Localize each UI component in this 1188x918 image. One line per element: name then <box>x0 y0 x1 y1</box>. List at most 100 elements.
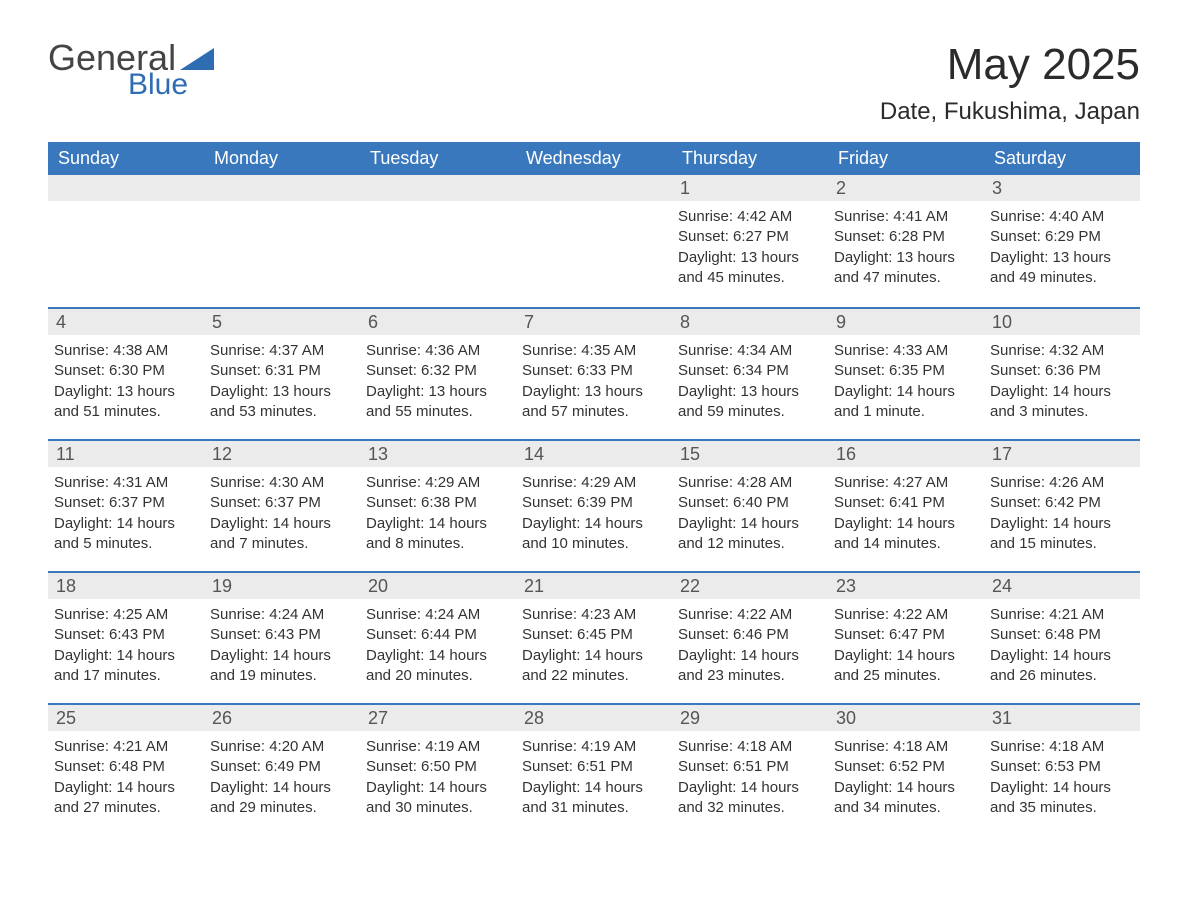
daylight-text: Daylight: 14 hours and 5 minutes. <box>54 514 196 555</box>
day-number: 13 <box>360 441 516 467</box>
daylight-text: Daylight: 14 hours and 17 minutes. <box>54 646 196 687</box>
day-number: 1 <box>672 175 828 201</box>
day-number: 24 <box>984 573 1140 599</box>
sunrise-text: Sunrise: 4:33 AM <box>834 341 976 361</box>
calendar-day: 1Sunrise: 4:42 AMSunset: 6:27 PMDaylight… <box>672 175 828 307</box>
calendar-week: 1Sunrise: 4:42 AMSunset: 6:27 PMDaylight… <box>48 175 1140 307</box>
calendar-day: 5Sunrise: 4:37 AMSunset: 6:31 PMDaylight… <box>204 309 360 439</box>
day-details: Sunrise: 4:24 AMSunset: 6:44 PMDaylight:… <box>360 599 516 690</box>
daylight-text: Daylight: 14 hours and 32 minutes. <box>678 778 820 819</box>
dow-sunday: Sunday <box>48 142 204 175</box>
sunset-text: Sunset: 6:35 PM <box>834 361 976 381</box>
day-number: 12 <box>204 441 360 467</box>
day-number: 6 <box>360 309 516 335</box>
calendar-day: 27Sunrise: 4:19 AMSunset: 6:50 PMDayligh… <box>360 705 516 835</box>
sunrise-text: Sunrise: 4:38 AM <box>54 341 196 361</box>
day-number <box>48 175 204 201</box>
calendar-day: 25Sunrise: 4:21 AMSunset: 6:48 PMDayligh… <box>48 705 204 835</box>
day-details <box>48 201 204 291</box>
sunset-text: Sunset: 6:45 PM <box>522 625 664 645</box>
sunrise-text: Sunrise: 4:29 AM <box>522 473 664 493</box>
calendar-day: 10Sunrise: 4:32 AMSunset: 6:36 PMDayligh… <box>984 309 1140 439</box>
daylight-text: Daylight: 14 hours and 25 minutes. <box>834 646 976 687</box>
calendar-week: 18Sunrise: 4:25 AMSunset: 6:43 PMDayligh… <box>48 571 1140 703</box>
day-number <box>204 175 360 201</box>
sunset-text: Sunset: 6:36 PM <box>990 361 1132 381</box>
daylight-text: Daylight: 14 hours and 20 minutes. <box>366 646 508 687</box>
sunrise-text: Sunrise: 4:24 AM <box>210 605 352 625</box>
calendar-day: 3Sunrise: 4:40 AMSunset: 6:29 PMDaylight… <box>984 175 1140 307</box>
sunrise-text: Sunrise: 4:27 AM <box>834 473 976 493</box>
daylight-text: Daylight: 13 hours and 49 minutes. <box>990 248 1132 289</box>
sunset-text: Sunset: 6:37 PM <box>54 493 196 513</box>
day-number: 26 <box>204 705 360 731</box>
sunset-text: Sunset: 6:53 PM <box>990 757 1132 777</box>
day-details: Sunrise: 4:22 AMSunset: 6:47 PMDaylight:… <box>828 599 984 690</box>
day-details: Sunrise: 4:18 AMSunset: 6:53 PMDaylight:… <box>984 731 1140 822</box>
day-details <box>204 201 360 291</box>
sunset-text: Sunset: 6:27 PM <box>678 227 820 247</box>
brand-logo: General Blue <box>48 40 214 100</box>
day-details: Sunrise: 4:19 AMSunset: 6:50 PMDaylight:… <box>360 731 516 822</box>
dow-saturday: Saturday <box>984 142 1140 175</box>
day-details: Sunrise: 4:22 AMSunset: 6:46 PMDaylight:… <box>672 599 828 690</box>
calendar-week: 11Sunrise: 4:31 AMSunset: 6:37 PMDayligh… <box>48 439 1140 571</box>
daylight-text: Daylight: 14 hours and 22 minutes. <box>522 646 664 687</box>
sunset-text: Sunset: 6:39 PM <box>522 493 664 513</box>
calendar-day: 24Sunrise: 4:21 AMSunset: 6:48 PMDayligh… <box>984 573 1140 703</box>
day-details: Sunrise: 4:38 AMSunset: 6:30 PMDaylight:… <box>48 335 204 426</box>
daylight-text: Daylight: 14 hours and 34 minutes. <box>834 778 976 819</box>
day-details: Sunrise: 4:26 AMSunset: 6:42 PMDaylight:… <box>984 467 1140 558</box>
day-details: Sunrise: 4:33 AMSunset: 6:35 PMDaylight:… <box>828 335 984 426</box>
sunset-text: Sunset: 6:29 PM <box>990 227 1132 247</box>
day-details <box>516 201 672 291</box>
sunrise-text: Sunrise: 4:36 AM <box>366 341 508 361</box>
day-details: Sunrise: 4:27 AMSunset: 6:41 PMDaylight:… <box>828 467 984 558</box>
day-details: Sunrise: 4:20 AMSunset: 6:49 PMDaylight:… <box>204 731 360 822</box>
day-number: 23 <box>828 573 984 599</box>
day-details: Sunrise: 4:40 AMSunset: 6:29 PMDaylight:… <box>984 201 1140 292</box>
sunset-text: Sunset: 6:47 PM <box>834 625 976 645</box>
day-number: 3 <box>984 175 1140 201</box>
sunrise-text: Sunrise: 4:21 AM <box>54 737 196 757</box>
day-number: 10 <box>984 309 1140 335</box>
sunset-text: Sunset: 6:40 PM <box>678 493 820 513</box>
day-details: Sunrise: 4:42 AMSunset: 6:27 PMDaylight:… <box>672 201 828 292</box>
sunrise-text: Sunrise: 4:28 AM <box>678 473 820 493</box>
daylight-text: Daylight: 14 hours and 27 minutes. <box>54 778 196 819</box>
brand-line2: Blue <box>128 70 214 100</box>
sunrise-text: Sunrise: 4:19 AM <box>366 737 508 757</box>
daylight-text: Daylight: 14 hours and 10 minutes. <box>522 514 664 555</box>
day-number: 11 <box>48 441 204 467</box>
day-number: 21 <box>516 573 672 599</box>
daylight-text: Daylight: 13 hours and 57 minutes. <box>522 382 664 423</box>
day-number: 16 <box>828 441 984 467</box>
calendar-day <box>48 175 204 307</box>
location-subtitle: Date, Fukushima, Japan <box>880 98 1140 126</box>
daylight-text: Daylight: 14 hours and 26 minutes. <box>990 646 1132 687</box>
dow-tuesday: Tuesday <box>360 142 516 175</box>
day-details: Sunrise: 4:23 AMSunset: 6:45 PMDaylight:… <box>516 599 672 690</box>
sunset-text: Sunset: 6:32 PM <box>366 361 508 381</box>
calendar-day <box>360 175 516 307</box>
sunset-text: Sunset: 6:30 PM <box>54 361 196 381</box>
calendar-day: 23Sunrise: 4:22 AMSunset: 6:47 PMDayligh… <box>828 573 984 703</box>
daylight-text: Daylight: 14 hours and 15 minutes. <box>990 514 1132 555</box>
day-details: Sunrise: 4:35 AMSunset: 6:33 PMDaylight:… <box>516 335 672 426</box>
day-number: 17 <box>984 441 1140 467</box>
daylight-text: Daylight: 13 hours and 53 minutes. <box>210 382 352 423</box>
calendar-day: 29Sunrise: 4:18 AMSunset: 6:51 PMDayligh… <box>672 705 828 835</box>
sunrise-text: Sunrise: 4:34 AM <box>678 341 820 361</box>
calendar-day: 20Sunrise: 4:24 AMSunset: 6:44 PMDayligh… <box>360 573 516 703</box>
sunset-text: Sunset: 6:51 PM <box>678 757 820 777</box>
sunrise-text: Sunrise: 4:19 AM <box>522 737 664 757</box>
sunrise-text: Sunrise: 4:35 AM <box>522 341 664 361</box>
daylight-text: Daylight: 13 hours and 59 minutes. <box>678 382 820 423</box>
sunset-text: Sunset: 6:31 PM <box>210 361 352 381</box>
day-number: 15 <box>672 441 828 467</box>
day-details: Sunrise: 4:32 AMSunset: 6:36 PMDaylight:… <box>984 335 1140 426</box>
dow-thursday: Thursday <box>672 142 828 175</box>
sunrise-text: Sunrise: 4:22 AM <box>834 605 976 625</box>
calendar-day: 15Sunrise: 4:28 AMSunset: 6:40 PMDayligh… <box>672 441 828 571</box>
day-details: Sunrise: 4:21 AMSunset: 6:48 PMDaylight:… <box>984 599 1140 690</box>
